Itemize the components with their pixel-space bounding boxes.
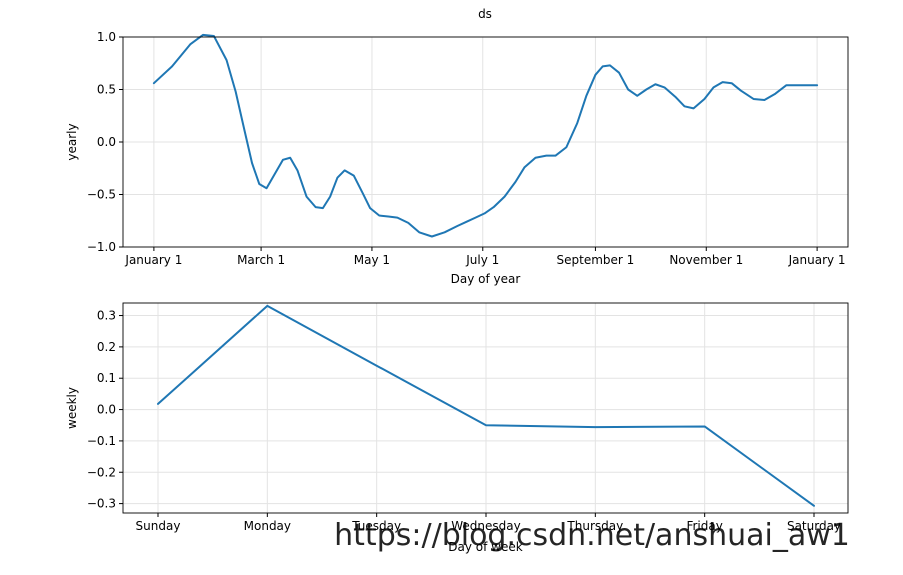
y-tick-label: 0.0 bbox=[97, 135, 116, 149]
series-line bbox=[157, 304, 815, 507]
y-tick-label: −0.2 bbox=[87, 465, 116, 479]
yearly-line-group bbox=[152, 33, 819, 238]
yearly-ticks: −1.0 −0.5 0.0 0.5 1.0 January 1 March 1 May 1 Ju… bbox=[87, 30, 846, 267]
yearly-panel: −1.0 −0.5 0.0 0.5 1.0 January 1 March 1 May 1 Ju… bbox=[65, 30, 849, 286]
weekly-panel: −0.3 −0.2 −0.1 0.0 0.1 0.2 0.3 Sunday Monday Tues… bbox=[65, 302, 849, 554]
y-tick-label: 0.3 bbox=[97, 309, 116, 323]
y-tick-label: 0.1 bbox=[97, 371, 116, 385]
y-tick-label: 1.0 bbox=[97, 30, 116, 44]
x-tick-label: September 1 bbox=[557, 253, 635, 267]
yearly-ylabel: yearly bbox=[65, 123, 79, 160]
y-tick-label: −0.1 bbox=[87, 434, 116, 448]
x-tick-label: Wednesday bbox=[451, 519, 520, 533]
y-tick-label: −0.5 bbox=[87, 188, 116, 202]
x-tick-label: Tuesday bbox=[351, 519, 401, 533]
x-tick-label: Monday bbox=[244, 519, 291, 533]
y-tick-label: −1.0 bbox=[87, 240, 116, 254]
weekly-ylabel: weekly bbox=[65, 387, 79, 429]
x-tick-label: May 1 bbox=[354, 253, 390, 267]
y-tick-label: 0.5 bbox=[97, 83, 116, 97]
weekly-xlabel: Day of week bbox=[448, 540, 522, 554]
x-tick-label: July 1 bbox=[465, 253, 499, 267]
y-tick-label: 0.0 bbox=[97, 403, 116, 417]
x-tick-label: November 1 bbox=[669, 253, 743, 267]
weekly-grid bbox=[123, 303, 848, 513]
x-tick-label: March 1 bbox=[237, 253, 285, 267]
y-tick-label: −0.3 bbox=[87, 497, 116, 511]
weekly-ticks: −0.3 −0.2 −0.1 0.0 0.1 0.2 0.3 Sunday Monday Tues… bbox=[87, 309, 841, 533]
figure-title: ds bbox=[478, 7, 492, 21]
x-tick-label: January 1 bbox=[788, 253, 846, 267]
watermark-text: https://blog.csdn.net/anshuai_aw1 bbox=[334, 518, 850, 553]
y-tick-label: 0.2 bbox=[97, 340, 116, 354]
yearly-grid bbox=[123, 36, 848, 248]
x-tick-label: Thursday bbox=[566, 519, 623, 533]
x-tick-label: January 1 bbox=[124, 253, 182, 267]
x-tick-label: Friday bbox=[686, 519, 722, 533]
x-tick-label: Sunday bbox=[136, 519, 181, 533]
yearly-xlabel: Day of year bbox=[451, 272, 521, 286]
series-line bbox=[152, 33, 819, 238]
x-tick-label: Saturday bbox=[787, 519, 841, 533]
weekly-line-group bbox=[157, 304, 815, 507]
